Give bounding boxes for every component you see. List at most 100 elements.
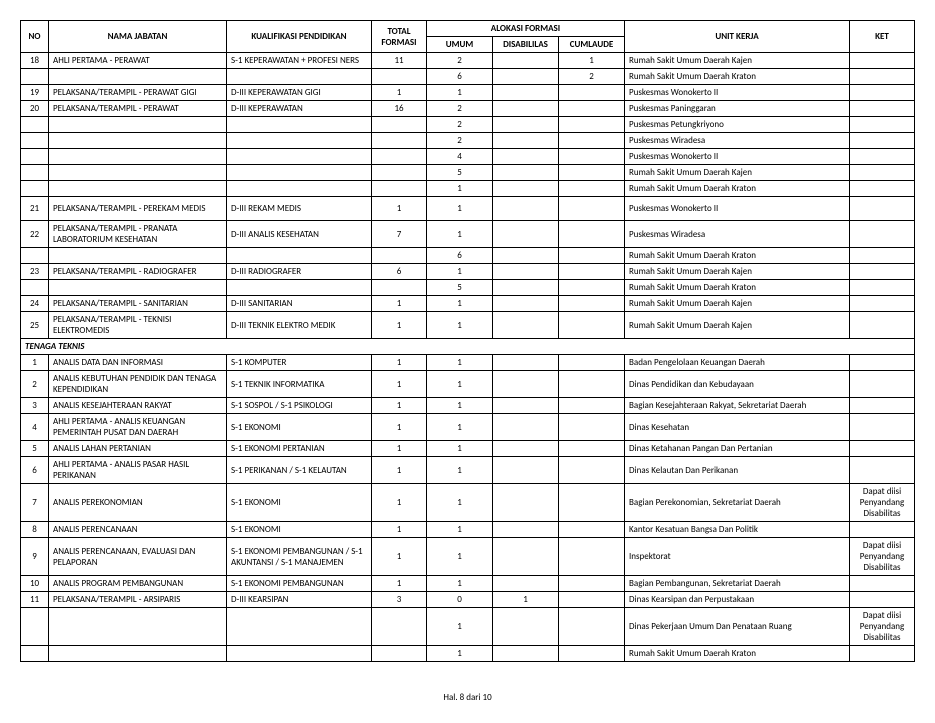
cell-disabilitas	[493, 117, 559, 133]
cell-cumlaude	[559, 165, 625, 181]
cell-cumlaude	[559, 457, 625, 484]
cell-cumlaude	[559, 576, 625, 592]
cell-umum: 4	[427, 149, 493, 165]
cell-unit: Rumah Sakit Umum Daerah Kajen	[625, 264, 850, 280]
cell-cumlaude	[559, 197, 625, 221]
cell-unit: Rumah Sakit Umum Daerah Kajen	[625, 165, 850, 181]
table-row: 8ANALIS PERENCANAANS-1 EKONOMI11Kantor K…	[21, 522, 915, 538]
table-row: 24PELAKSANA/TERAMPIL - SANITARIAND-III S…	[21, 296, 915, 312]
cell-unit: Rumah Sakit Umum Daerah Kraton	[625, 69, 850, 85]
cell-ket	[850, 53, 915, 69]
cell-nama: ANALIS PERENCANAAN	[49, 522, 227, 538]
table-row: 5Rumah Sakit Umum Daerah Kraton	[21, 280, 915, 296]
cell-total: 1	[372, 355, 427, 371]
cell-umum: 2	[427, 133, 493, 149]
cell-nama	[49, 165, 227, 181]
cell-nama: AHLI PERTAMA - PERAWAT	[49, 53, 227, 69]
cell-kualifikasi: S-1 EKONOMI	[227, 414, 372, 441]
cell-kualifikasi	[227, 280, 372, 296]
cell-umum: 1	[427, 441, 493, 457]
cell-nama: ANALIS PEREKONOMIAN	[49, 484, 227, 522]
section-header-cell: TENAGA TEKNIS	[21, 339, 915, 355]
cell-ket	[850, 398, 915, 414]
cell-umum: 1	[427, 576, 493, 592]
table-row: 19PELAKSANA/TERAMPIL - PERAWAT GIGID-III…	[21, 85, 915, 101]
cell-cumlaude	[559, 312, 625, 339]
header-alokasi: ALOKASI FORMASI	[427, 21, 625, 37]
table-row: 7ANALIS PEREKONOMIANS-1 EKONOMI11Bagian …	[21, 484, 915, 522]
table-row: 1Rumah Sakit Umum Daerah Kraton	[21, 181, 915, 197]
cell-nama: ANALIS DATA DAN INFORMASI	[49, 355, 227, 371]
cell-kualifikasi: D-III RADIOGRAFER	[227, 264, 372, 280]
cell-no	[21, 165, 49, 181]
header-umum: UMUM	[427, 37, 493, 53]
cell-total: 1	[372, 484, 427, 522]
cell-ket	[850, 280, 915, 296]
cell-cumlaude	[559, 592, 625, 608]
cell-umum: 0	[427, 592, 493, 608]
cell-no: 18	[21, 53, 49, 69]
cell-no: 22	[21, 221, 49, 248]
header-total: TOTAL FORMASI	[372, 21, 427, 53]
cell-disabilitas	[493, 101, 559, 117]
cell-kualifikasi: D-III KEPERAWATAN GIGI	[227, 85, 372, 101]
cell-no: 23	[21, 264, 49, 280]
cell-total: 1	[372, 538, 427, 576]
cell-ket	[850, 414, 915, 441]
cell-nama	[49, 149, 227, 165]
cell-kualifikasi: S-1 TEKNIK INFORMATIKA	[227, 371, 372, 398]
cell-unit: Puskesmas Wonokerto II	[625, 197, 850, 221]
cell-kualifikasi: D-III TEKNIK ELEKTRO MEDIK	[227, 312, 372, 339]
cell-total: 1	[372, 312, 427, 339]
cell-ket	[850, 457, 915, 484]
cell-disabilitas	[493, 197, 559, 221]
header-disabilitas: DISABILILAS	[493, 37, 559, 53]
cell-unit: Rumah Sakit Umum Daerah Kajen	[625, 296, 850, 312]
cell-nama	[49, 181, 227, 197]
cell-unit: Bagian Pembangunan, Sekretariat Daerah	[625, 576, 850, 592]
cell-disabilitas	[493, 181, 559, 197]
cell-cumlaude	[559, 355, 625, 371]
cell-umum: 1	[427, 371, 493, 398]
cell-ket	[850, 197, 915, 221]
table-row: 2Puskesmas Wiradesa	[21, 133, 915, 149]
cell-no: 10	[21, 576, 49, 592]
cell-unit: Rumah Sakit Umum Daerah Kajen	[625, 312, 850, 339]
cell-nama: PELAKSANA/TERAMPIL - PRANATA LABORATORIU…	[49, 221, 227, 248]
cell-kualifikasi	[227, 248, 372, 264]
cell-umum: 2	[427, 117, 493, 133]
cell-cumlaude	[559, 441, 625, 457]
cell-total: 1	[372, 85, 427, 101]
cell-nama: ANALIS LAHAN PERTANIAN	[49, 441, 227, 457]
cell-umum: 1	[427, 398, 493, 414]
cell-disabilitas	[493, 69, 559, 85]
cell-disabilitas	[493, 149, 559, 165]
cell-unit: Puskesmas Wonokerto II	[625, 85, 850, 101]
cell-umum: 1	[427, 608, 493, 646]
table-row: 23PELAKSANA/TERAMPIL - RADIOGRAFERD-III …	[21, 264, 915, 280]
cell-ket	[850, 181, 915, 197]
cell-kualifikasi: S-1 EKONOMI	[227, 484, 372, 522]
cell-total: 1	[372, 197, 427, 221]
cell-no: 6	[21, 457, 49, 484]
cell-umum: 1	[427, 522, 493, 538]
header-cumlaude: CUMLAUDE	[559, 37, 625, 53]
cell-disabilitas	[493, 221, 559, 248]
cell-cumlaude	[559, 398, 625, 414]
cell-nama: PELAKSANA/TERAMPIL - SANITARIAN	[49, 296, 227, 312]
cell-kualifikasi: S-1 EKONOMI PEMBANGUNAN / S-1 AKUNTANSI …	[227, 538, 372, 576]
cell-ket	[850, 69, 915, 85]
cell-nama	[49, 117, 227, 133]
cell-umum: 1	[427, 85, 493, 101]
cell-no	[21, 608, 49, 646]
cell-nama: PELAKSANA/TERAMPIL - RADIOGRAFER	[49, 264, 227, 280]
cell-cumlaude	[559, 522, 625, 538]
cell-umum: 1	[427, 414, 493, 441]
cell-cumlaude	[559, 248, 625, 264]
cell-umum: 1	[427, 538, 493, 576]
cell-unit: Puskesmas Wonokerto II	[625, 149, 850, 165]
cell-cumlaude	[559, 608, 625, 646]
cell-ket: Dapat diisi Penyandang Disabilitas	[850, 484, 915, 522]
cell-nama	[49, 608, 227, 646]
cell-kualifikasi: S-1 PERIKANAN / S-1 KELAUTAN	[227, 457, 372, 484]
